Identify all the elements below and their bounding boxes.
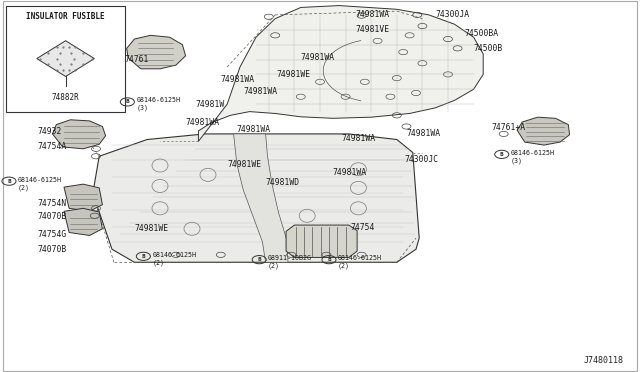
Polygon shape	[64, 208, 102, 235]
Text: 08146-6125H
(2): 08146-6125H (2)	[152, 252, 196, 266]
Text: 74981WA: 74981WA	[341, 134, 375, 143]
FancyBboxPatch shape	[6, 6, 125, 112]
Text: 74932: 74932	[37, 127, 61, 136]
Text: 08146-6125H
(3): 08146-6125H (3)	[511, 150, 555, 164]
Text: 74981WA: 74981WA	[186, 118, 220, 126]
Text: 08146-6125H
(3): 08146-6125H (3)	[136, 97, 180, 111]
Text: 08911-10B2G
(2): 08911-10B2G (2)	[268, 255, 312, 269]
Polygon shape	[93, 134, 419, 262]
Text: 74754G: 74754G	[37, 230, 67, 239]
Text: 74070B: 74070B	[37, 245, 67, 254]
Polygon shape	[36, 41, 95, 77]
Text: INSULATOR FUSIBLE: INSULATOR FUSIBLE	[26, 12, 105, 20]
Text: 08146-6125H
(2): 08146-6125H (2)	[18, 177, 62, 191]
Text: 74981WA: 74981WA	[355, 10, 389, 19]
Polygon shape	[234, 134, 288, 262]
Text: 74981WE: 74981WE	[134, 224, 168, 233]
Text: 74500B: 74500B	[474, 44, 503, 53]
Text: 74761+A: 74761+A	[492, 123, 525, 132]
Text: 74761: 74761	[125, 55, 149, 64]
Text: 74500BA: 74500BA	[464, 29, 498, 38]
Text: 74070B: 74070B	[37, 212, 67, 221]
Text: 74981W: 74981W	[195, 100, 225, 109]
Text: B: B	[7, 179, 11, 184]
Polygon shape	[198, 6, 483, 141]
Text: 74882R: 74882R	[52, 93, 79, 102]
Text: 74981VE: 74981VE	[355, 25, 389, 34]
Text: B: B	[500, 152, 504, 157]
Text: 08146-6125H
(2): 08146-6125H (2)	[337, 255, 381, 269]
Text: J7480118: J7480118	[584, 356, 624, 365]
Text: 74981WA: 74981WA	[406, 129, 440, 138]
Polygon shape	[517, 117, 570, 145]
Text: 74981WA: 74981WA	[221, 75, 255, 84]
Text: 74981WA: 74981WA	[333, 169, 367, 177]
Text: 74300JC: 74300JC	[404, 155, 438, 164]
Text: 74981WD: 74981WD	[266, 178, 300, 187]
Text: 74981WA: 74981WA	[237, 125, 271, 134]
Polygon shape	[52, 120, 106, 149]
Text: B: B	[327, 257, 331, 262]
Text: B: B	[141, 254, 145, 259]
Polygon shape	[127, 35, 186, 69]
Text: B: B	[257, 257, 261, 262]
Text: 74981WA: 74981WA	[301, 53, 335, 62]
Text: 74981WE: 74981WE	[276, 70, 310, 79]
Text: 74754: 74754	[350, 223, 374, 232]
Text: 74981WE: 74981WE	[227, 160, 261, 169]
Text: 74300JA: 74300JA	[435, 10, 469, 19]
Text: 74754A: 74754A	[37, 142, 67, 151]
Polygon shape	[64, 184, 102, 211]
Polygon shape	[286, 225, 357, 257]
Text: B: B	[125, 99, 129, 105]
Text: 74754N: 74754N	[37, 199, 67, 208]
Text: 74981WA: 74981WA	[243, 87, 277, 96]
